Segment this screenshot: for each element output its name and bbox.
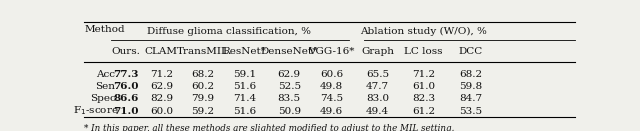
Text: 51.6: 51.6 [233, 82, 256, 91]
Text: 79.9: 79.9 [191, 94, 214, 103]
Text: 84.7: 84.7 [459, 94, 482, 103]
Text: 71.2: 71.2 [412, 70, 435, 79]
Text: 71.4: 71.4 [233, 94, 256, 103]
Text: DCC: DCC [458, 47, 483, 56]
Text: 59.2: 59.2 [191, 107, 214, 116]
Text: Spec.: Spec. [90, 94, 118, 103]
Text: 71.2: 71.2 [150, 70, 173, 79]
Text: 60.0: 60.0 [150, 107, 173, 116]
Text: DenseNet*: DenseNet* [260, 47, 318, 56]
Text: 61.0: 61.0 [412, 82, 435, 91]
Text: 62.9: 62.9 [278, 70, 301, 79]
Text: 50.9: 50.9 [278, 107, 301, 116]
Text: Ablation study (W/O), %: Ablation study (W/O), % [360, 27, 488, 36]
Text: 52.5: 52.5 [278, 82, 301, 91]
Text: 53.5: 53.5 [459, 107, 482, 116]
Text: LC loss: LC loss [404, 47, 443, 56]
Text: Ours.: Ours. [112, 47, 141, 56]
Text: 68.2: 68.2 [191, 70, 214, 79]
Text: Diffuse glioma classification, %: Diffuse glioma classification, % [147, 27, 311, 36]
Text: ResNet*: ResNet* [223, 47, 267, 56]
Text: 61.2: 61.2 [412, 107, 435, 116]
Text: 60.2: 60.2 [191, 82, 214, 91]
Text: 86.6: 86.6 [113, 94, 139, 103]
Text: 71.0: 71.0 [113, 107, 139, 116]
Text: Graph: Graph [361, 47, 394, 56]
Text: 74.5: 74.5 [320, 94, 343, 103]
Text: 51.6: 51.6 [233, 107, 256, 116]
Text: 76.0: 76.0 [113, 82, 139, 91]
Text: CLAM: CLAM [145, 47, 178, 56]
Text: TransMIL: TransMIL [177, 47, 229, 56]
Text: 65.5: 65.5 [366, 70, 389, 79]
Text: * In this paper, all these methods are slighted modified to adjust to the MIL se: * In this paper, all these methods are s… [84, 124, 454, 131]
Text: F$_1$-score: F$_1$-score [73, 105, 118, 118]
Text: 59.1: 59.1 [233, 70, 256, 79]
Text: 60.6: 60.6 [320, 70, 343, 79]
Text: 82.3: 82.3 [412, 94, 435, 103]
Text: VGG-16*: VGG-16* [308, 47, 355, 56]
Text: 49.4: 49.4 [366, 107, 389, 116]
Text: 59.8: 59.8 [459, 82, 482, 91]
Text: 68.2: 68.2 [459, 70, 482, 79]
Text: 77.3: 77.3 [113, 70, 139, 79]
Text: 62.9: 62.9 [150, 82, 173, 91]
Text: 83.5: 83.5 [278, 94, 301, 103]
Text: 82.9: 82.9 [150, 94, 173, 103]
Text: Sen.: Sen. [95, 82, 118, 91]
Text: 49.6: 49.6 [320, 107, 343, 116]
Text: 83.0: 83.0 [366, 94, 389, 103]
Text: Acc.: Acc. [97, 70, 118, 79]
Text: 47.7: 47.7 [366, 82, 389, 91]
Text: 49.8: 49.8 [320, 82, 343, 91]
Text: Method: Method [85, 25, 125, 34]
